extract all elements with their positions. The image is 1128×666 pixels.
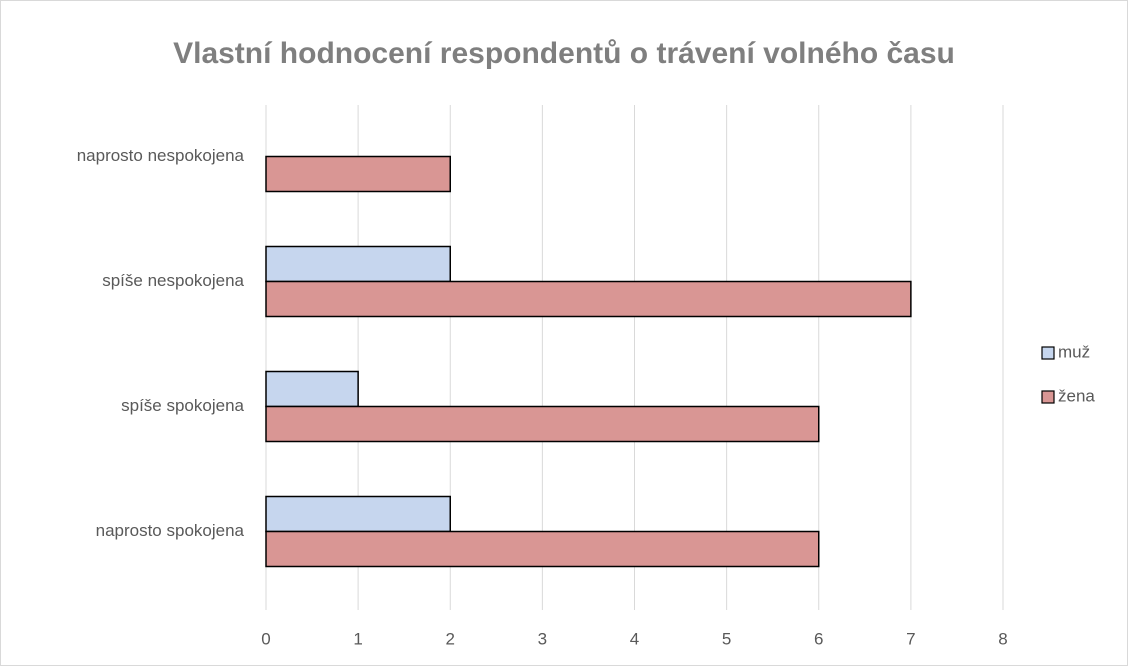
- bar: [265, 155, 451, 193]
- x-tick-label: 0: [261, 629, 270, 648]
- bar: [265, 280, 912, 318]
- bar: [265, 530, 820, 568]
- legend-swatch: [1041, 390, 1055, 404]
- x-tick-label: 7: [906, 629, 915, 648]
- bar: [265, 245, 451, 283]
- y-tick-label: naprosto nespokojena: [77, 146, 245, 165]
- x-tick-label: 3: [538, 629, 547, 648]
- y-tick-label: spíše nespokojena: [102, 271, 244, 290]
- y-tick-label: naprosto spokojena: [96, 521, 245, 540]
- x-tick-label: 2: [446, 629, 455, 648]
- y-tick-label: spíše spokojena: [121, 396, 244, 415]
- x-tick-label: 1: [353, 629, 362, 648]
- legend-label: žena: [1058, 386, 1095, 405]
- legend-label: muž: [1058, 342, 1090, 361]
- x-tick-label: 5: [722, 629, 731, 648]
- bar: [265, 495, 451, 533]
- bar: [265, 370, 359, 408]
- legend-swatch: [1041, 346, 1055, 360]
- chart-title: Vlastní hodnocení respondentů o trávení …: [173, 37, 955, 70]
- x-tick-label: 6: [814, 629, 823, 648]
- bar: [265, 405, 820, 443]
- x-tick-label: 8: [998, 629, 1007, 648]
- x-tick-label: 4: [630, 629, 639, 648]
